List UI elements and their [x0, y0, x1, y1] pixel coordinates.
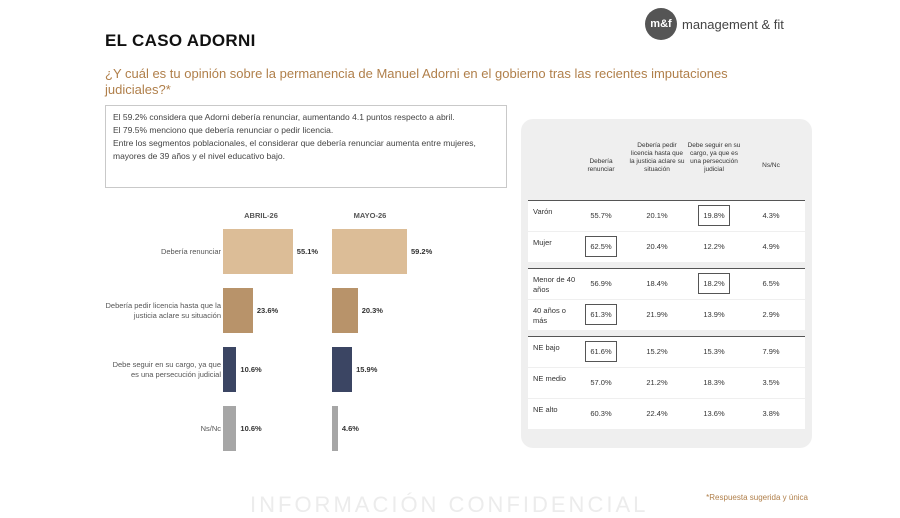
series-header-1: ABRIL-26 [244, 211, 278, 220]
cell-4-4: 2.9% [762, 310, 780, 319]
logo: m&f management & fit [645, 8, 784, 40]
bar-value-1-3: 10.6% [240, 364, 262, 374]
cell-2-3: 12.2% [703, 242, 725, 251]
table-header-3: Debe seguir en su cargo, ya que es una p… [687, 142, 741, 173]
bar-2-2 [332, 288, 358, 333]
cell-6-1: 57.0% [590, 378, 612, 387]
cell-6-2: 21.2% [646, 378, 668, 387]
row-label-4: 40 años o más [533, 306, 566, 325]
question-text: ¿Y cuál es tu opinión sobre la permanenc… [105, 66, 728, 97]
logo-text: management & fit [682, 16, 784, 32]
row-label-6: NE medio [533, 374, 566, 383]
highlight-box-5 [585, 341, 617, 362]
cell-3-4: 6.5% [762, 279, 780, 288]
bar-1-2 [223, 288, 253, 333]
bar-1-1 [223, 229, 293, 274]
bar-value-2-3: 15.9% [356, 364, 378, 374]
cell-5-2: 15.2% [646, 347, 668, 356]
bar-value-2-4: 4.6% [341, 423, 359, 433]
cell-4-3: 13.9% [703, 310, 725, 319]
highlight-box-4 [585, 304, 617, 325]
bar-value-2-2: 20.3% [361, 305, 383, 315]
summary-box: El 59.2% considera que Adorni debería re… [105, 105, 507, 188]
table-row [528, 300, 805, 330]
table-row [528, 368, 805, 398]
bar-value-1-4: 10.6% [240, 423, 262, 433]
cell-1-3: 19.8% [703, 211, 725, 220]
table-row [528, 232, 805, 262]
bar-2-4 [332, 406, 338, 451]
cell-7-4: 3.8% [762, 409, 780, 418]
cell-6-4: 3.5% [762, 378, 780, 387]
watermark: INFORMACIÓN CONFIDENCIAL [250, 492, 649, 517]
summary-line-2: El 79.5% menciono que debería renunciar … [113, 125, 334, 135]
table-header-4: Ns/Nc [762, 162, 780, 169]
cell-4-1: 61.3% [590, 310, 612, 319]
bar-value-2-1: 59.2% [410, 246, 433, 256]
category-label-4: Ns/Nc [200, 423, 221, 433]
table-row [528, 399, 805, 429]
bar-value-1-2: 23.6% [256, 305, 279, 315]
cell-5-3: 15.3% [703, 347, 725, 356]
bar-1-3 [223, 347, 237, 392]
row-label-3: Menor de 40 años [533, 275, 576, 294]
cell-4-2: 21.9% [646, 310, 668, 319]
row-label-7: NE alto [533, 405, 558, 414]
cell-2-2: 20.4% [646, 242, 668, 251]
cell-5-4: 7.9% [762, 347, 780, 356]
table-header-2: Debería pedir licencia hasta que la just… [629, 142, 685, 173]
cell-2-4: 4.9% [762, 242, 780, 251]
summary-line-3: Entre los segmentos poblacionales, el co… [113, 138, 476, 161]
group-separator-1 [528, 200, 805, 201]
cell-7-3: 13.6% [703, 409, 725, 418]
cell-3-3: 18.2% [703, 279, 725, 288]
cell-3-2: 18.4% [646, 279, 668, 288]
cell-7-2: 22.4% [646, 409, 668, 418]
category-label-2: Debería pedir licencia hasta que la just… [105, 300, 222, 320]
cell-2-1: 62.5% [590, 242, 612, 251]
row-label-5: NE bajo [533, 343, 560, 352]
group-separator-2 [528, 268, 805, 269]
bar-1-4 [223, 406, 237, 451]
category-label-3: Debe seguir en su cargo, ya que es una p… [112, 359, 221, 379]
cell-5-1: 61.6% [590, 347, 612, 356]
cell-1-1: 55.7% [590, 211, 612, 220]
highlight-box-3 [698, 273, 730, 294]
table-header-1: Debería renunciar [587, 158, 615, 173]
cell-7-1: 60.3% [590, 409, 612, 418]
table-row [528, 269, 805, 299]
cell-1-4: 4.3% [762, 211, 780, 220]
cell-1-2: 20.1% [646, 211, 668, 220]
row-label-1: Varón [533, 207, 553, 216]
table-row [528, 201, 805, 231]
page-title: EL CASO ADORNI [105, 31, 256, 50]
group-separator-3 [528, 336, 805, 337]
summary-line-1: El 59.2% considera que Adorni debería re… [113, 112, 455, 122]
cell-3-1: 56.9% [590, 279, 612, 288]
table-row [528, 337, 805, 367]
cell-6-3: 18.3% [703, 378, 725, 387]
highlight-box-1 [698, 205, 730, 226]
highlight-box-2 [585, 236, 617, 257]
footnote: *Respuesta sugerida y única [706, 493, 808, 502]
bar-value-1-1: 55.1% [296, 246, 319, 256]
category-label-1: Debería renunciar [160, 246, 221, 256]
row-label-2: Mujer [533, 238, 552, 247]
bar-2-1 [332, 229, 407, 274]
series-header-2: MAYO-26 [353, 211, 387, 220]
logo-mark: m&f [645, 8, 677, 40]
bar-2-3 [332, 347, 353, 392]
